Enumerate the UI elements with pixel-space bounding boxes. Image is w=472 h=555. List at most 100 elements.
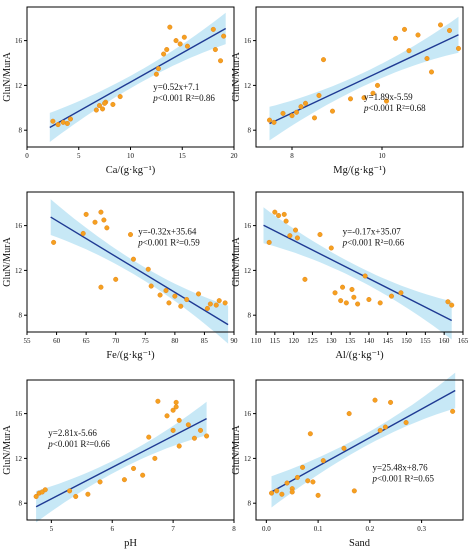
- plot-frame: [255, 6, 464, 148]
- data-point: [60, 119, 66, 125]
- x-tick-label: 110: [251, 337, 262, 345]
- data-point: [280, 110, 286, 116]
- data-point: [266, 239, 272, 245]
- data-point: [222, 300, 228, 306]
- y-axis-label: GluN/MurA: [2, 52, 13, 102]
- x-tick-label: 0.2: [365, 525, 374, 533]
- chart-panel-5: 5 6 7 8 8 12 16 pH GluN/MurA y=2.81x-5.66p<0.001 …: [2, 379, 236, 549]
- regression-equation: y=0.52x+7.1: [153, 82, 199, 92]
- chart-panel-3: 55 60 65 70 75 80 85 90 8 12 16 Fe/(g·kg⁻¹) GluN/Mur…: [2, 191, 238, 361]
- regression-line: [271, 389, 456, 493]
- data-point: [284, 480, 290, 486]
- data-point: [320, 458, 326, 464]
- data-point: [98, 284, 104, 290]
- data-point: [51, 239, 57, 245]
- data-point: [184, 43, 190, 49]
- data-point: [155, 398, 161, 404]
- x-axis-label: Mg/(g·kg⁻¹): [333, 165, 386, 176]
- data-point: [449, 302, 455, 308]
- x-tick-label: 0.0: [262, 525, 271, 533]
- x-tick-label: 55: [24, 337, 32, 345]
- x-tick-label: 155: [420, 337, 431, 345]
- regression-stats: p<0.001 R²=0.66: [342, 238, 405, 248]
- data-point: [328, 245, 334, 251]
- data-point: [343, 300, 349, 306]
- x-tick-label: 10: [127, 152, 135, 160]
- data-point: [164, 413, 170, 419]
- y-tick-label: 16: [244, 37, 252, 45]
- data-point: [42, 487, 48, 493]
- data-point: [212, 47, 218, 53]
- x-tick-label: 10: [379, 152, 387, 160]
- regression-line: [35, 417, 207, 508]
- y-axis-label: GluN/MurA: [231, 237, 242, 287]
- data-point: [173, 399, 179, 405]
- y-tick-label: 16: [244, 222, 252, 230]
- x-tick-label: 115: [270, 337, 281, 345]
- data-point: [210, 26, 216, 32]
- data-point: [377, 427, 383, 433]
- x-tick-label: 8: [232, 525, 236, 533]
- y-tick-label: 16: [15, 37, 23, 45]
- y-tick-label: 12: [15, 267, 23, 275]
- data-point: [302, 276, 308, 282]
- plot-frame: [255, 191, 464, 333]
- data-point: [185, 422, 191, 428]
- x-tick-label: 0.1: [314, 525, 323, 533]
- data-point: [438, 22, 444, 28]
- x-tick-label: 6: [110, 525, 114, 533]
- data-point: [98, 209, 104, 215]
- data-point: [303, 100, 309, 106]
- data-point: [281, 211, 287, 217]
- data-point: [382, 424, 388, 430]
- x-tick-label: 135: [345, 337, 356, 345]
- data-point: [294, 235, 300, 241]
- x-tick-label: 0.3: [417, 525, 426, 533]
- data-point: [67, 488, 73, 494]
- data-point: [307, 431, 313, 437]
- stats-values: <0.001 R²=0.66: [347, 238, 405, 248]
- data-point: [287, 233, 293, 239]
- x-tick-label: 60: [53, 337, 61, 345]
- data-point: [362, 273, 368, 279]
- x-tick-label: 0: [25, 152, 29, 160]
- data-point: [96, 103, 102, 109]
- data-point: [450, 408, 456, 414]
- chart-panel-4: 110 115 120 125 130 135 140 145 150 155 160 165 8 12 1…: [231, 191, 469, 361]
- data-point: [207, 301, 213, 307]
- x-tick-label: 80: [171, 337, 179, 345]
- data-point: [127, 232, 133, 238]
- x-tick-label: 120: [288, 337, 299, 345]
- data-point: [274, 488, 280, 494]
- regression-line: [263, 224, 453, 322]
- data-point: [415, 32, 421, 38]
- data-point: [130, 256, 136, 262]
- data-point: [300, 464, 306, 470]
- y-tick-label: 16: [15, 410, 23, 418]
- data-point: [198, 427, 204, 433]
- stats-values: <0.001 R²=0.68: [369, 103, 427, 113]
- y-axis-label: GluN/MurA: [231, 425, 242, 475]
- x-tick-label: 75: [142, 337, 150, 345]
- chart-panel-1: 0 5 10 15 20 8 12 16 Ca/(g·kg⁻¹) GluN/MurA y=0.52x…: [2, 6, 239, 176]
- data-point: [293, 227, 299, 233]
- data-point: [181, 34, 187, 40]
- data-point: [370, 90, 376, 96]
- regression-stats: p<0.001 R²=0.59: [137, 238, 200, 248]
- y-tick-label: 12: [15, 82, 23, 90]
- p-symbol: p: [137, 238, 143, 248]
- y-tick-label: 8: [248, 127, 252, 135]
- data-point: [204, 433, 210, 439]
- y-tick-label: 12: [15, 455, 23, 463]
- data-point: [377, 300, 383, 306]
- data-point: [403, 420, 409, 426]
- data-point: [269, 490, 275, 496]
- y-tick-label: 8: [248, 500, 252, 508]
- regression-stats: p<0.001 R²=0.66: [47, 439, 110, 449]
- data-point: [372, 397, 378, 403]
- x-tick-label: 20: [231, 152, 239, 160]
- data-point: [393, 35, 399, 41]
- data-point: [315, 492, 321, 498]
- data-point: [402, 26, 408, 32]
